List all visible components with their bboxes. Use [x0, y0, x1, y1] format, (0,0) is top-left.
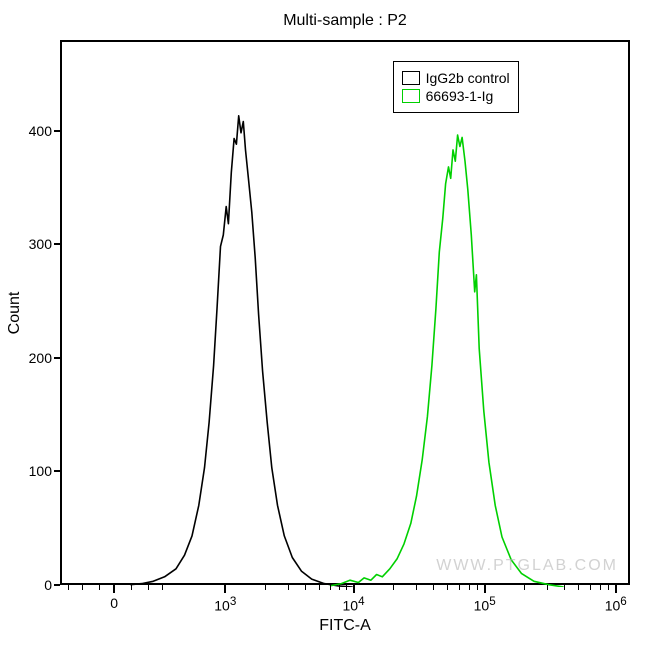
x-tick: [224, 585, 226, 593]
x-minor-tick: [469, 585, 470, 590]
x-minor-tick: [305, 585, 306, 590]
y-tick: [54, 130, 60, 132]
y-axis-label: Count: [6, 291, 24, 334]
series-IgG2b-control: [130, 116, 352, 587]
x-minor-tick: [131, 585, 132, 590]
chart-title: Multi-sample : P2: [283, 12, 407, 30]
x-tick: [615, 585, 617, 593]
y-tick-label: 400: [24, 123, 52, 139]
legend-swatch: [402, 71, 420, 85]
x-minor-tick: [608, 585, 609, 590]
x-minor-tick: [82, 585, 83, 590]
x-tick: [353, 585, 355, 593]
x-minor-tick: [330, 585, 331, 590]
x-minor-tick: [162, 585, 163, 590]
x-tick: [113, 585, 115, 593]
x-tick-label: 103: [214, 595, 236, 614]
x-minor-tick: [433, 585, 434, 590]
y-tick: [54, 243, 60, 245]
x-minor-tick: [288, 585, 289, 590]
x-minor-tick: [319, 585, 320, 590]
x-axis-label: FITC-A: [319, 617, 371, 635]
legend-item: IgG2b control: [402, 70, 510, 86]
plot-svg: [62, 42, 632, 587]
y-tick: [54, 470, 60, 472]
x-tick-label: 104: [343, 595, 365, 614]
x-minor-tick: [447, 585, 448, 590]
y-tick-label: 300: [24, 236, 52, 252]
x-minor-tick: [578, 585, 579, 590]
plot-area: WWW.PTGLAB.COM IgG2b control 66693-1-Ig: [60, 40, 630, 585]
x-minor-tick: [459, 585, 460, 590]
y-tick-label: 200: [24, 350, 52, 366]
x-minor-tick: [148, 585, 149, 590]
x-tick-label: 105: [474, 595, 496, 614]
x-minor-tick: [524, 585, 525, 590]
y-tick: [54, 584, 60, 586]
legend-swatch: [402, 89, 420, 103]
x-minor-tick: [547, 585, 548, 590]
x-minor-tick: [99, 585, 100, 590]
x-minor-tick: [416, 585, 417, 590]
x-minor-tick: [393, 585, 394, 590]
y-tick-label: 0: [24, 577, 52, 593]
x-minor-tick: [590, 585, 591, 590]
x-minor-tick: [564, 585, 565, 590]
x-minor-tick: [477, 585, 478, 590]
x-minor-tick: [68, 585, 69, 590]
x-minor-tick: [339, 585, 340, 590]
legend-label: 66693-1-Ig: [426, 88, 494, 104]
y-tick: [54, 357, 60, 359]
x-tick-label: 106: [605, 595, 627, 614]
y-tick-label: 100: [24, 463, 52, 479]
x-minor-tick: [600, 585, 601, 590]
watermark: WWW.PTGLAB.COM: [436, 557, 618, 575]
x-tick: [484, 585, 486, 593]
legend: IgG2b control 66693-1-Ig: [393, 61, 519, 113]
x-minor-tick: [265, 585, 266, 590]
series-66693-1-Ig: [330, 135, 564, 587]
chart-container: Multi-sample : P2 WWW.PTGLAB.COM IgG2b c…: [0, 0, 650, 652]
legend-item: 66693-1-Ig: [402, 88, 510, 104]
x-tick-label: 0: [110, 595, 118, 611]
legend-label: IgG2b control: [426, 70, 510, 86]
x-minor-tick: [346, 585, 347, 590]
